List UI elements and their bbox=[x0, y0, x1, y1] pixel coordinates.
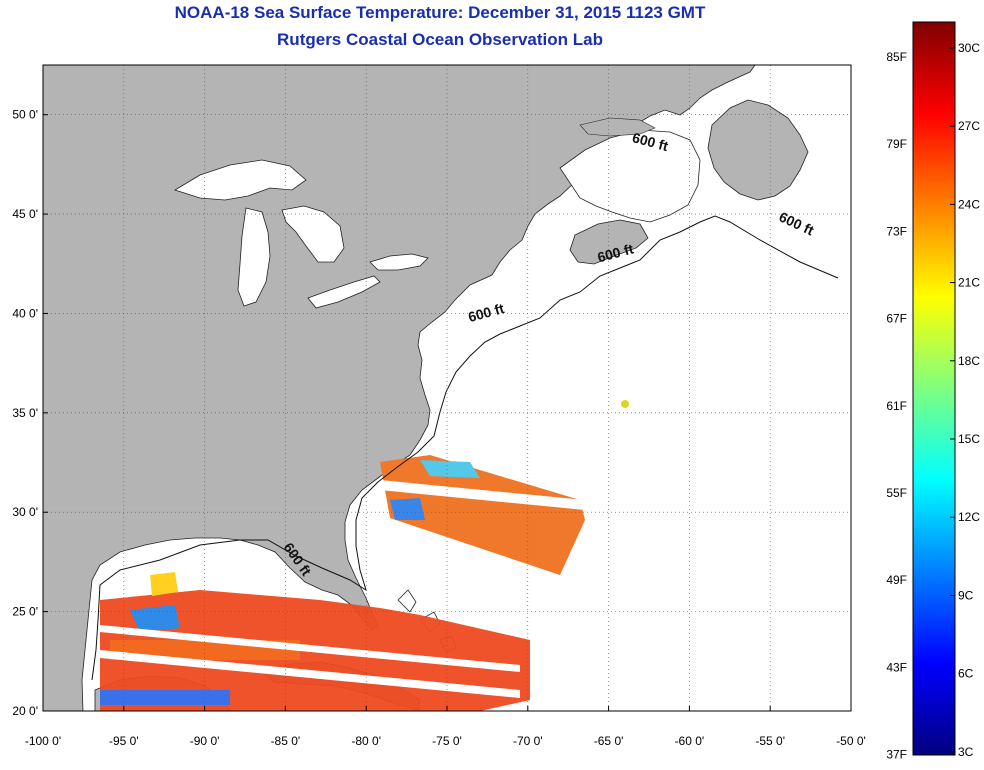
colorbar-c-label: 21C bbox=[958, 276, 980, 290]
lon-tick-label: -70 0' bbox=[513, 734, 543, 748]
longitude-ticks: -100 0' -95 0' -90 0' -85 0' -80 0' -75 0' -70… bbox=[25, 734, 866, 748]
colorbar-c-label: 30C bbox=[958, 41, 980, 55]
map-subtitle: Rutgers Coastal Ocean Observation Lab bbox=[277, 30, 603, 49]
latitude-ticks: 50 0' 45 0' 40 0' 35 0' 30 0' 25 0' 20 0' bbox=[12, 108, 38, 718]
graticule bbox=[42, 65, 852, 712]
colorbar-c-label: 3C bbox=[958, 745, 974, 759]
colorbar-c-label: 12C bbox=[958, 510, 980, 524]
lake-superior bbox=[174, 159, 307, 201]
lon-tick-label: -80 0' bbox=[351, 734, 381, 748]
lat-tick-label: 40 0' bbox=[12, 306, 38, 320]
colorbar-f-label: 43F bbox=[886, 660, 907, 674]
land-nova-scotia bbox=[569, 219, 649, 265]
colorbar-f-label: 55F bbox=[886, 486, 907, 500]
lat-tick-label: 30 0' bbox=[12, 505, 38, 519]
lon-tick-label: -100 0' bbox=[25, 734, 61, 748]
colorbar-celsius-labels: 30C 27C 24C 21C 18C 15C 12C 9C 6C 3C bbox=[950, 41, 980, 759]
colorbar bbox=[912, 21, 956, 756]
lon-tick-label: -85 0' bbox=[271, 734, 301, 748]
sst-swath-atlantic bbox=[380, 455, 585, 575]
lat-tick-label: 45 0' bbox=[12, 207, 38, 221]
colorbar-c-label: 18C bbox=[958, 354, 980, 368]
lat-tick-label: 35 0' bbox=[12, 406, 38, 420]
colorbar-c-label: 27C bbox=[958, 119, 980, 133]
lake-michigan bbox=[237, 207, 271, 307]
colorbar-f-label: 49F bbox=[886, 573, 907, 587]
colorbar-f-label: 85F bbox=[886, 50, 907, 64]
lon-tick-label: -90 0' bbox=[190, 734, 220, 748]
lon-tick-label: -75 0' bbox=[432, 734, 462, 748]
lat-tick-label: 50 0' bbox=[12, 108, 38, 122]
colorbar-c-label: 15C bbox=[958, 432, 980, 446]
lake-erie bbox=[307, 275, 381, 309]
colorbar-f-label: 79F bbox=[886, 137, 907, 151]
lat-tick-label: 25 0' bbox=[12, 605, 38, 619]
colorbar-fahrenheit-labels: 85F 79F 73F 67F 61F 55F 49F 43F 37F bbox=[886, 50, 907, 762]
map-title: NOAA-18 Sea Surface Temperature: Decembe… bbox=[174, 3, 706, 22]
colorbar-f-label: 73F bbox=[886, 224, 907, 238]
lon-tick-label: -65 0' bbox=[594, 734, 624, 748]
lon-tick-label: -55 0' bbox=[755, 734, 785, 748]
lake-ontario bbox=[369, 253, 429, 271]
colorbar-f-label: 67F bbox=[886, 312, 907, 326]
swath-gaps bbox=[100, 625, 520, 698]
lake-huron bbox=[281, 205, 345, 263]
colorbar-c-label: 9C bbox=[958, 588, 974, 602]
lon-tick-label: -60 0' bbox=[675, 734, 705, 748]
map-frame bbox=[42, 64, 852, 712]
lat-tick-label: 20 0' bbox=[12, 704, 38, 718]
land-anticosti bbox=[579, 117, 656, 137]
colorbar-c-label: 6C bbox=[958, 667, 974, 681]
colorbar-c-label: 24C bbox=[958, 197, 980, 211]
lon-tick-label: -95 0' bbox=[109, 734, 139, 748]
lon-tick-label: -50 0' bbox=[836, 734, 866, 748]
colorbar-f-label: 37F bbox=[886, 748, 907, 762]
isobath-600ft bbox=[91, 215, 839, 681]
sst-blob bbox=[621, 400, 629, 408]
colorbar-f-label: 61F bbox=[886, 399, 907, 413]
land-newfoundland bbox=[707, 99, 809, 201]
